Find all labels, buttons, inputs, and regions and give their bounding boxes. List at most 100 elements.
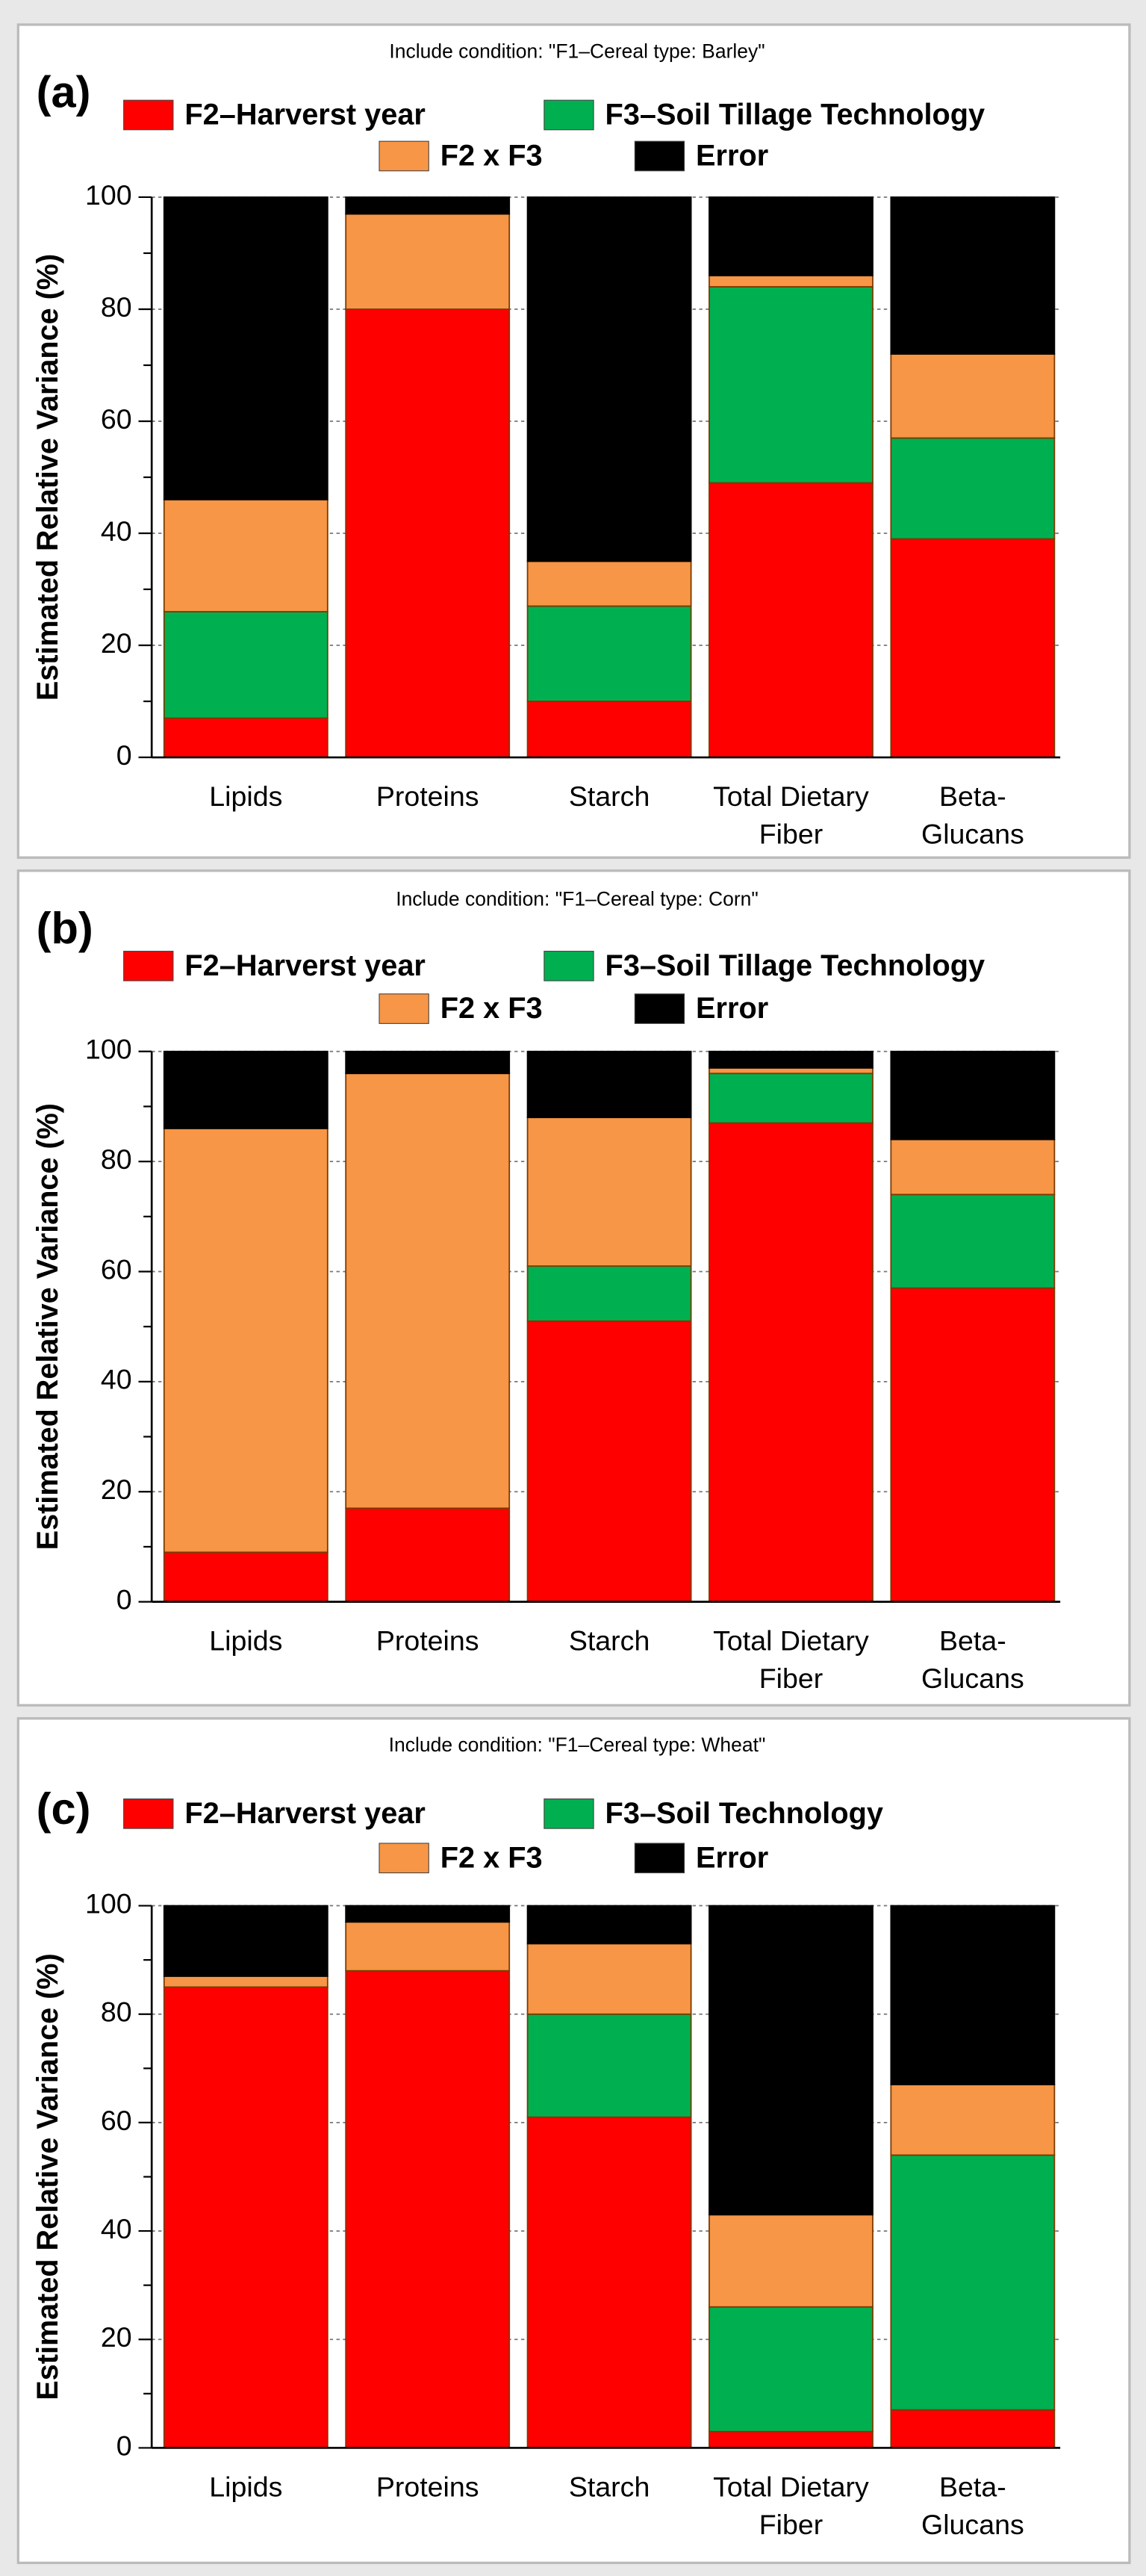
bar-segment [345,1073,511,1509]
legend-swatch [379,993,429,1024]
y-tick-label: 0 [116,739,132,771]
bar-segment [345,1905,511,1923]
bar-segment [163,717,328,758]
bar-segment [163,1986,328,2449]
bar-segment [890,1050,1056,1140]
bar-segment [890,1194,1056,1289]
legend-swatch [544,99,594,131]
x-tick-label: Fiber [759,819,823,850]
y-tick-label: 0 [116,2430,132,2461]
legend-label: F2–Harverst year [184,1797,426,1830]
y-tick-label: 80 [101,291,132,323]
legend-swatch [634,140,685,172]
y-tick-label: 60 [101,2105,132,2136]
legend-label: F2–Harverst year [184,949,426,982]
x-tick-label: Glucans [921,819,1024,850]
x-tick-label: Starch [569,780,650,812]
bar-segment [526,196,692,562]
x-tick-label: Starch [569,2471,650,2502]
x-tick-label: Beta- [939,1625,1006,1657]
x-tick-label: Lipids [209,780,282,812]
panel-label: (a) [37,66,91,117]
legend-label: F2 x F3 [440,140,543,173]
panel-header: Include condition: "F1–Cereal type: Corn… [396,887,759,910]
bar-segment [526,2013,692,2118]
bar-segment [526,1265,692,1322]
bar-segment [345,213,511,310]
bar-segment [526,1050,692,1119]
x-tick-label: Proteins [376,1625,479,1657]
bar-segment [890,1287,1056,1603]
bar-segment [163,499,328,612]
bar-segment [163,196,328,500]
bar-segment [709,1073,873,1124]
bar-segment [163,1905,328,1977]
y-tick-label: 0 [116,1584,132,1616]
bar-segment [345,1921,511,1972]
bar-segment [890,538,1056,758]
y-tick-label: 80 [101,1996,132,2028]
bar-segment [526,605,692,702]
bar-segment [890,2084,1056,2156]
x-tick-label: Beta- [939,780,1006,812]
y-tick-label: 40 [101,2213,132,2244]
y-tick-label: 20 [101,1474,132,1505]
bar-segment [345,1970,511,2449]
legend-swatch [634,993,685,1024]
x-tick-label: Fiber [759,2509,823,2540]
y-tick-label: 100 [85,1887,132,1919]
y-tick-label: 20 [101,2321,132,2353]
bar-segment [709,1067,873,1075]
bar-segment [709,1122,873,1603]
bar-segment [345,308,511,758]
panel-label: (c) [37,1784,91,1834]
bar-segment [890,2154,1056,2411]
bar-segment [709,1905,873,2216]
bar-segment [526,2116,692,2449]
bar-segment [345,196,511,215]
bar-segment [526,1943,692,2015]
x-tick-label: Total Dietary [713,2471,869,2502]
legend-swatch [544,1798,594,1829]
legend-swatch [379,1843,429,1874]
legend-swatch [379,140,429,172]
bar-segment [526,701,692,758]
bar-segment [163,611,328,719]
bar-segment [709,482,873,758]
bar-segment [890,2409,1056,2449]
bar-segment [163,1976,328,1988]
legend-label: Error [696,992,768,1025]
x-tick-label: Lipids [209,2471,282,2502]
bar-segment [345,1050,511,1075]
legend-swatch [634,1843,685,1874]
y-axis-label: Estimated Relative Variance (%) [31,254,64,701]
x-tick-label: Beta- [939,2471,1006,2502]
bar-segment [526,1117,692,1267]
bar-segment [163,1551,328,1603]
bar-segment [890,1138,1056,1196]
y-tick-label: 100 [85,1034,132,1065]
x-tick-label: Total Dietary [713,1625,869,1657]
y-axis-label: Estimated Relative Variance (%) [31,1953,64,2400]
y-axis-label: Estimated Relative Variance (%) [31,1103,64,1550]
bar-segment [526,1320,692,1603]
y-tick-label: 100 [85,179,132,211]
legend-swatch [123,1798,174,1829]
y-tick-label: 20 [101,627,132,659]
bar-segment [890,196,1056,355]
y-tick-label: 60 [101,1253,132,1285]
bar-segment [709,2214,873,2308]
x-tick-label: Total Dietary [713,780,869,812]
bar-segment [345,1507,511,1603]
x-tick-label: Lipids [209,1625,282,1657]
legend-label: F3–Soil Tillage Technology [605,949,985,982]
bar-segment [526,1905,692,1945]
bar-segment [709,2430,873,2449]
bar-segment [890,437,1056,540]
legend-swatch [544,951,594,981]
legend-label: F3–Soil Tillage Technology [605,99,985,131]
legend-label: Error [696,140,768,173]
x-tick-label: Starch [569,1625,650,1657]
bar-segment [709,2306,873,2433]
legend-swatch [123,951,174,981]
